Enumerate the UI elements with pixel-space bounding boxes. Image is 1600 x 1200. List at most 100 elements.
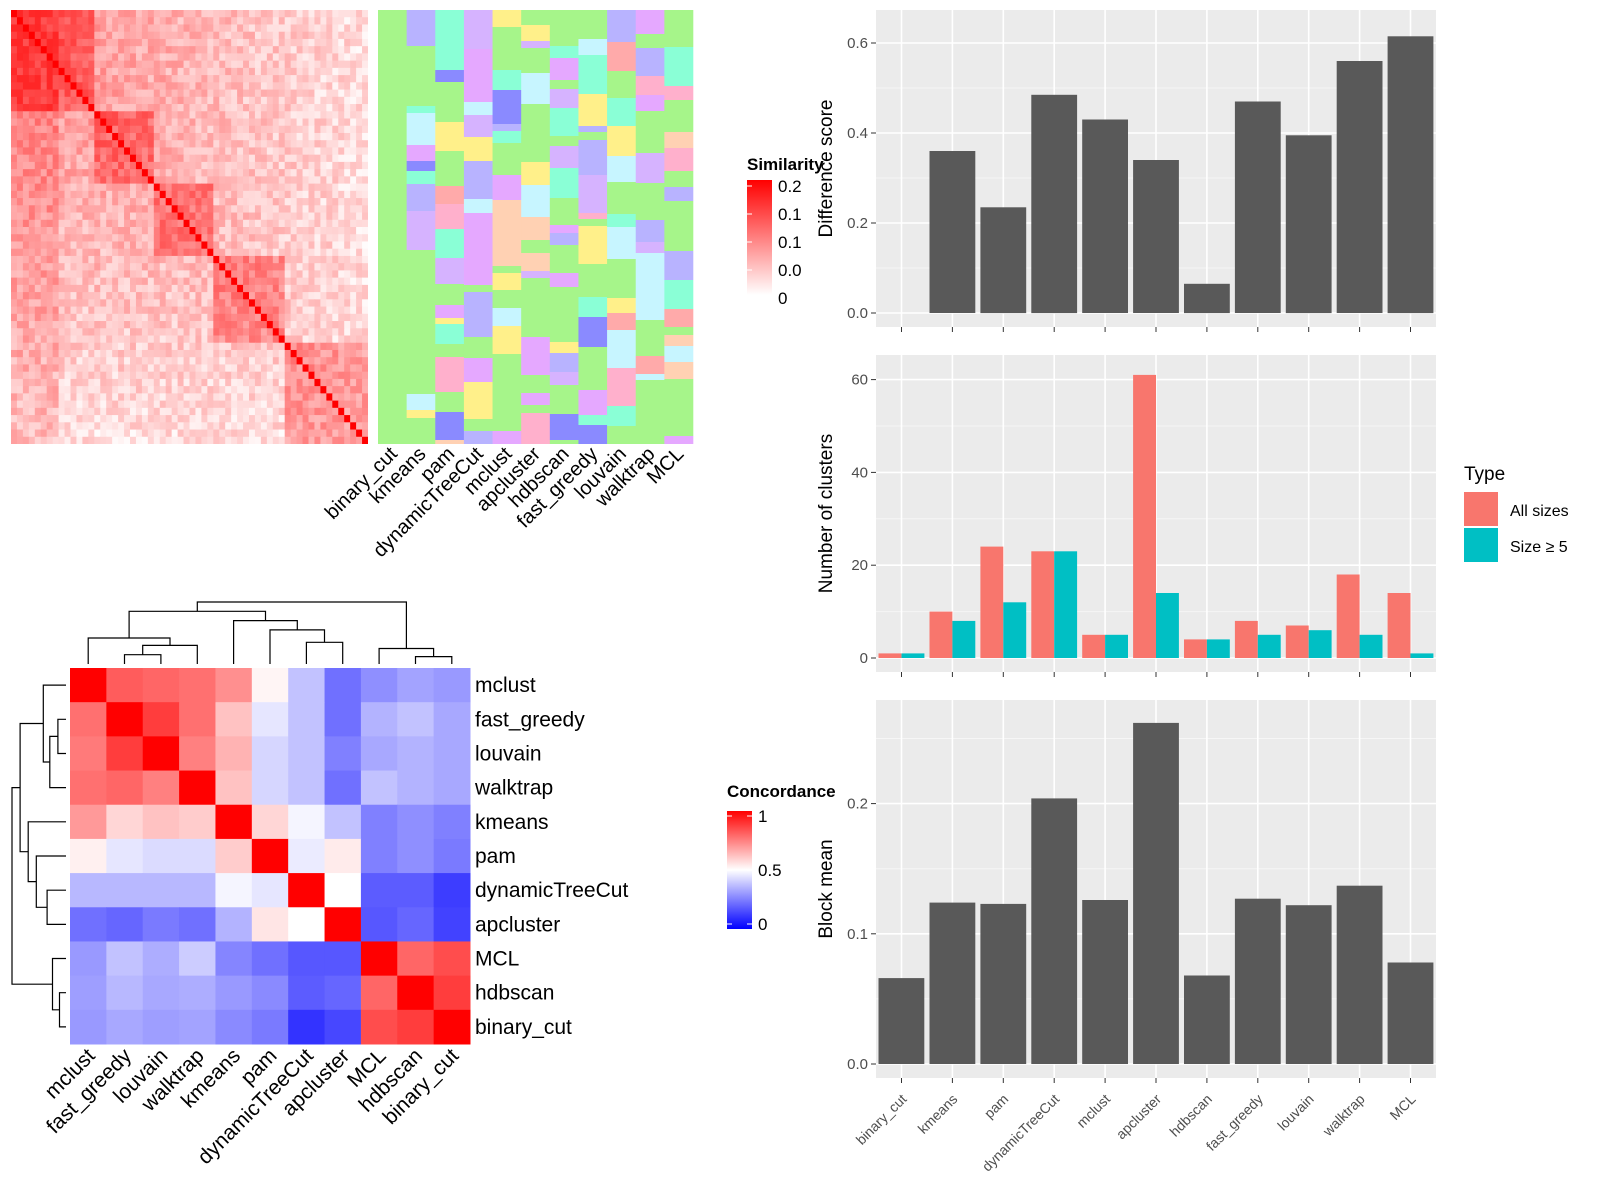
similarity-cell — [112, 53, 119, 62]
similarity-cell — [88, 241, 95, 250]
similarity-cell — [344, 67, 351, 76]
similarity-cell — [290, 154, 298, 163]
similarity-cell — [254, 67, 262, 76]
similarity-cell — [201, 270, 208, 279]
similarity-cell — [272, 10, 280, 18]
similarity-cell — [52, 415, 60, 423]
y-tick-label: 0 — [860, 650, 868, 667]
similarity-cell — [135, 219, 143, 228]
similarity-cell — [278, 248, 286, 257]
similarity-cell — [189, 147, 197, 156]
concordance-cell — [251, 907, 289, 942]
similarity-cell — [225, 205, 232, 214]
similarity-cell — [272, 284, 280, 293]
similarity-cell — [88, 118, 95, 127]
similarity-cell — [70, 277, 78, 286]
similarity-cell — [284, 284, 292, 293]
similarity-cell — [46, 140, 54, 149]
similarity-cell — [34, 386, 42, 394]
similarity-cell — [82, 422, 89, 431]
similarity-cell — [64, 53, 72, 62]
bar — [1285, 135, 1332, 314]
similarity-cell — [266, 349, 274, 358]
similarity-cell — [124, 270, 131, 279]
similarity-cell — [195, 183, 202, 192]
similarity-cell — [189, 75, 197, 83]
similarity-cell — [112, 241, 119, 250]
similarity-cell — [40, 400, 48, 409]
similarity-cell — [58, 342, 66, 351]
similarity-cell — [64, 118, 72, 127]
similarity-cell — [314, 292, 321, 300]
similarity-cell — [350, 53, 357, 62]
concordance-cells — [70, 668, 471, 1045]
similarity-cell — [195, 31, 202, 40]
similarity-cell — [284, 24, 292, 33]
concordance-cell — [215, 702, 253, 737]
similarity-cell — [88, 154, 95, 163]
similarity-cell — [64, 321, 72, 329]
similarity-cell — [320, 205, 327, 214]
similarity-cell — [189, 386, 197, 394]
bar — [1133, 722, 1179, 1064]
similarity-cell — [16, 104, 24, 112]
bar-size-ge-5 — [901, 653, 925, 658]
bar-size-ge-5 — [952, 620, 976, 658]
similarity-cell — [249, 234, 256, 243]
cluster-membership-cell — [463, 337, 493, 358]
similarity-cell — [326, 132, 333, 141]
similarity-cell — [237, 306, 244, 315]
similarity-cell — [237, 364, 244, 373]
similarity-cell — [82, 24, 89, 33]
similarity-cell — [266, 118, 274, 127]
similarity-cell — [362, 147, 368, 156]
similarity-cell — [94, 407, 101, 416]
similarity-cell — [332, 46, 339, 54]
similarity-cell — [82, 118, 89, 127]
similarity-cell — [308, 378, 316, 387]
similarity-cell — [100, 140, 107, 149]
similarity-cell — [225, 147, 232, 156]
similarity-cell — [189, 393, 197, 402]
similarity-cell — [284, 125, 292, 134]
similarity-cell — [254, 31, 262, 40]
similarity-cell — [213, 270, 220, 279]
similarity-cell — [278, 378, 286, 387]
concordance-cell — [179, 804, 216, 840]
similarity-cell — [284, 255, 292, 264]
similarity-cell — [231, 53, 238, 62]
similarity-cell — [344, 161, 351, 170]
similarity-cell — [254, 378, 262, 387]
similarity-cell — [231, 227, 238, 235]
concordance-row-label: fast_greedy — [475, 708, 585, 731]
similarity-cell — [28, 357, 36, 366]
similarity-cell — [302, 219, 310, 228]
similarity-cell — [195, 270, 202, 279]
similarity-cell — [135, 255, 143, 264]
similarity-cell — [290, 96, 298, 105]
similarity-cell — [207, 205, 214, 214]
similarity-cell — [237, 284, 244, 293]
similarity-cell — [195, 321, 202, 329]
similarity-cell — [213, 60, 220, 69]
similarity-cell — [100, 255, 107, 264]
similarity-cell — [344, 46, 351, 54]
similarity-cell — [237, 176, 244, 185]
similarity-cell — [106, 415, 113, 423]
similarity-cell — [112, 31, 119, 40]
similarity-cell — [159, 132, 167, 141]
similarity-cell — [165, 10, 173, 18]
similarity-cell — [243, 24, 250, 33]
similarity-cell — [141, 82, 149, 91]
similarity-cell — [326, 234, 333, 243]
similarity-cell — [112, 82, 119, 91]
similarity-cell — [135, 299, 143, 308]
similarity-cell — [219, 436, 226, 444]
similarity-cell — [219, 169, 226, 177]
similarity-cell — [338, 169, 345, 177]
concordance-row-label: dynamicTreeCut — [475, 879, 628, 902]
similarity-cell — [302, 299, 310, 308]
similarity-cell — [171, 364, 179, 373]
cluster-membership-cell — [664, 436, 694, 444]
